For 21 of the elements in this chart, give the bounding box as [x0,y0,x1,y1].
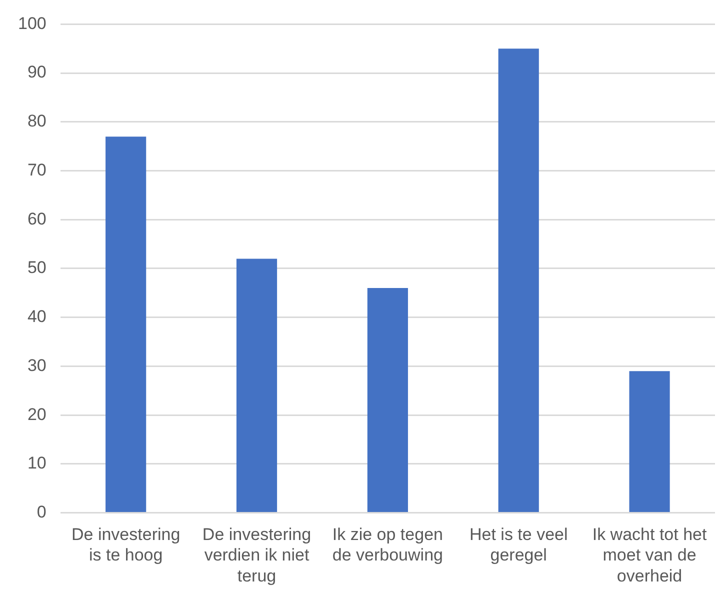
bar [629,371,670,512]
y-tick-label: 70 [27,160,46,180]
bar [236,258,278,512]
x-tick-label: De investering is te hoog [71,524,180,565]
y-tick-label: 30 [27,356,46,375]
y-tick-label: 100 [18,14,46,33]
y-tick-label: 50 [27,258,46,278]
bar [498,48,539,512]
bar [106,136,146,512]
y-tick-label: 20 [27,404,46,424]
x-tick-label: Ik zie op tegen de verbouwing [332,524,443,565]
y-tick-label: 80 [27,112,46,131]
bar [367,288,408,512]
x-tick-label: Het is te veel geregel [469,524,568,565]
x-tick-label: Ik wacht tot het moet van de overheid [592,524,707,586]
x-tick-label: De investering verdien ik niet terug [202,524,312,586]
y-tick-label: 0 [36,502,46,522]
y-tick-label: 40 [27,307,46,326]
y-tick-label: 90 [27,62,46,82]
y-tick-label: 10 [27,454,46,473]
y-tick-label: 60 [27,209,46,228]
